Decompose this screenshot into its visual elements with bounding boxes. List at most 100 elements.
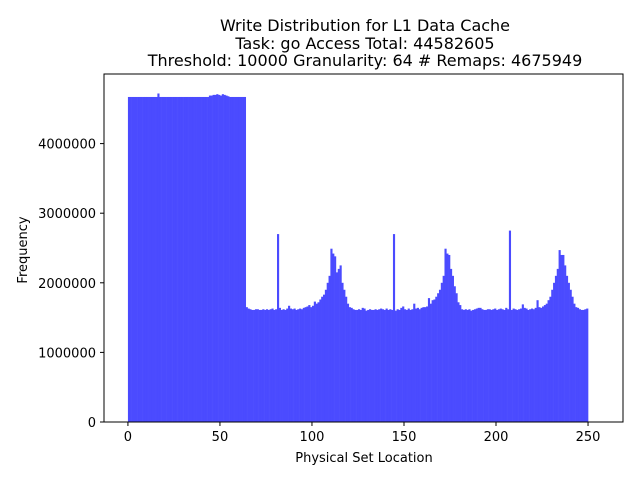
y-tick-label: 0: [88, 416, 96, 431]
histogram-bar: [508, 230, 512, 422]
histogram-bar: [354, 309, 357, 422]
histogram-bar: [350, 307, 353, 422]
histogram-bar: [214, 94, 217, 422]
histogram-bar: [562, 254, 565, 422]
histogram-bar: [553, 282, 556, 422]
histogram-bar: [446, 253, 449, 422]
histogram-bar: [230, 96, 234, 422]
histogram-bar: [422, 307, 425, 422]
x-tick-label: 0: [124, 430, 132, 445]
histogram-bar: [538, 307, 541, 422]
histogram-bar: [131, 96, 134, 422]
histogram-bar: [470, 310, 473, 422]
histogram-bar: [418, 309, 421, 422]
histogram-bar: [194, 96, 197, 422]
histogram-bar: [435, 296, 438, 422]
histogram-bar: [326, 282, 329, 422]
histogram-bar: [247, 308, 250, 422]
histogram-bar: [409, 309, 412, 422]
histogram-bar: [345, 296, 348, 422]
histogram-bar: [207, 96, 210, 422]
histogram-bar: [481, 309, 484, 422]
histogram-bar: [203, 96, 206, 422]
histogram-bar: [523, 307, 526, 422]
y-axis-ticks: 0 1000000 2000000 3000000 4000000: [38, 138, 104, 431]
histogram-bar: [317, 302, 320, 422]
histogram-bar: [448, 254, 451, 422]
histogram-bar: [512, 308, 515, 422]
histogram-bar: [534, 307, 537, 422]
histogram-bar: [151, 96, 154, 422]
histogram-bar: [173, 96, 177, 422]
histogram-bar: [164, 96, 167, 422]
histogram-bar: [457, 302, 460, 422]
histogram-bar: [565, 275, 569, 422]
histogram-bar: [142, 96, 145, 422]
histogram-bar: [323, 294, 326, 422]
histogram-bar: [473, 309, 477, 422]
histogram-bar: [507, 309, 510, 422]
histogram-bar: [205, 96, 208, 422]
histogram-bar: [437, 293, 440, 422]
histogram-bar: [433, 299, 436, 422]
histogram-bar: [304, 307, 307, 422]
histogram-bar: [223, 94, 226, 422]
histogram-bar: [260, 309, 263, 422]
histogram-bar: [510, 309, 513, 422]
histogram-bar: [525, 308, 528, 422]
chart-title-line-3: Threshold: 10000 Granularity: 64 # Remap…: [147, 51, 583, 70]
histogram-bar: [514, 309, 517, 422]
histogram-bar: [267, 309, 270, 422]
histogram-bar: [490, 309, 493, 422]
histogram-bar: [242, 96, 245, 422]
histogram-bar: [216, 94, 219, 423]
y-axis-label: Frequency: [16, 216, 31, 283]
chart-title-line-2: Task: go Access Total: 44582605: [235, 34, 495, 53]
histogram-bar: [236, 96, 239, 422]
x-tick-label: 250: [576, 430, 601, 445]
histogram-bar: [199, 96, 202, 422]
histogram-bar: [540, 307, 543, 422]
histogram-bar: [484, 309, 488, 422]
histogram-bar: [258, 309, 261, 422]
histogram-bar: [374, 309, 377, 422]
histogram-bar: [400, 307, 403, 422]
histogram-bar: [405, 309, 408, 422]
histogram-bar: [440, 282, 443, 422]
histogram-bar: [254, 309, 258, 422]
histogram-bar: [238, 96, 241, 422]
histogram-bar: [378, 309, 381, 422]
histogram-bar: [584, 309, 587, 422]
histogram-bar: [361, 307, 364, 422]
histogram-bar: [503, 309, 506, 422]
histogram-bar: [341, 282, 344, 422]
y-tick-label: 3000000: [38, 207, 96, 222]
histogram-bar: [472, 309, 475, 422]
histogram-bar: [157, 93, 160, 422]
histogram-bar: [426, 306, 429, 422]
histogram-bar: [357, 309, 361, 422]
histogram-bar: [536, 300, 539, 422]
histogram-bar: [486, 309, 489, 422]
histogram-bar: [483, 309, 486, 422]
histogram-bar: [271, 308, 274, 422]
histogram-bar: [518, 309, 521, 422]
histogram-bar: [232, 96, 235, 422]
histogram-bar: [573, 303, 576, 422]
histogram-bar: [133, 96, 136, 422]
histogram-bar: [580, 309, 583, 422]
histogram-bar: [256, 309, 259, 422]
histogram-bar: [188, 96, 191, 422]
histogram-bar: [184, 96, 188, 422]
histogram-bar: [245, 307, 248, 422]
histogram-bar: [227, 96, 230, 422]
histogram-bar: [129, 96, 132, 422]
histogram-bar: [554, 275, 558, 422]
histogram-bar: [269, 309, 272, 422]
histogram-bar: [137, 96, 140, 422]
histogram-bar: [413, 303, 416, 422]
histogram-bar: [543, 305, 547, 422]
histogram-bar: [161, 96, 164, 422]
histogram-bar: [496, 309, 499, 422]
histogram-bar: [264, 309, 267, 422]
